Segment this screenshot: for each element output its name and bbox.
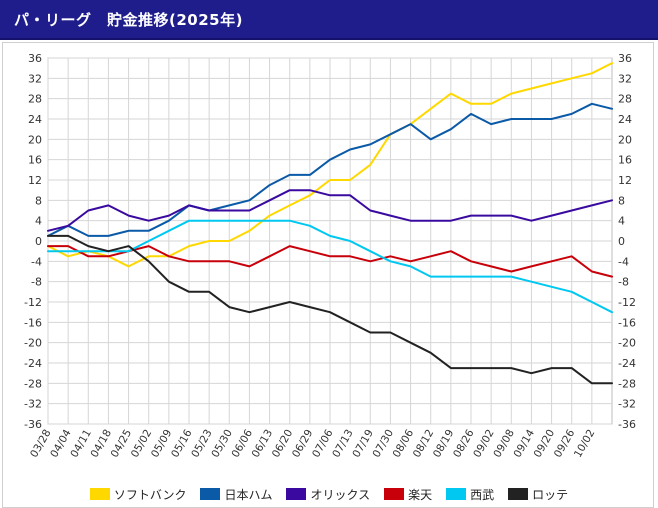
legend-label: 日本ハム: [224, 487, 273, 502]
y-tick-label-left: -36: [24, 418, 42, 431]
y-tick-label-right: 32: [618, 72, 632, 85]
y-tick-label-left: 16: [28, 154, 42, 167]
y-tick-label-right: -8: [618, 276, 629, 289]
y-tick-label-right: -20: [618, 337, 636, 350]
y-tick-label-left: -4: [31, 255, 42, 268]
chart-header: パ・リーグ 貯金推移(2025年): [0, 0, 658, 40]
legend-swatch: [286, 488, 307, 500]
y-tick-label-left: 36: [28, 52, 42, 65]
y-tick-label-right: 4: [618, 215, 625, 228]
y-tick-label-left: 28: [28, 93, 42, 106]
series-line-2: [47, 102, 613, 237]
legend-item: オリックス: [286, 486, 370, 503]
y-tick-label-right: -12: [618, 296, 636, 309]
legend-item: 楽天: [384, 486, 432, 503]
legend-swatch: [384, 488, 405, 500]
y-tick-label-left: -16: [24, 316, 42, 329]
y-tick-label-left: -12: [24, 296, 42, 309]
series-line-4: [47, 245, 613, 278]
y-tick-label-left: 24: [28, 113, 42, 126]
legend-swatch: [446, 488, 467, 500]
series-line-3: [47, 189, 613, 232]
legend-item: ロッテ: [508, 486, 568, 503]
legend-item: 西武: [446, 486, 494, 503]
y-tick-label-right: -4: [618, 255, 629, 268]
y-tick-label-right: 20: [618, 133, 632, 146]
y-tick-label-right: -32: [618, 398, 636, 411]
y-tick-label-right: 8: [618, 194, 625, 207]
y-tick-label-left: -24: [24, 357, 42, 370]
legend-label: 西武: [470, 487, 495, 502]
series-line-5: [47, 219, 613, 314]
y-tick-label-right: 16: [618, 154, 632, 167]
page-title: パ・リーグ 貯金推移(2025年): [14, 11, 243, 29]
legend-label: ソフトバンク: [113, 487, 187, 502]
legend-item: ソフトバンク: [89, 486, 187, 503]
legend-label: ロッテ: [532, 487, 569, 502]
y-tick-label-left: -8: [31, 276, 42, 289]
y-tick-label-right: 12: [618, 174, 632, 187]
y-tick-label-right: -28: [618, 377, 636, 390]
y-tick-label-right: -24: [618, 357, 636, 370]
y-tick-label-left: 0: [35, 235, 42, 248]
y-tick-label-right: 0: [618, 235, 625, 248]
y-tick-label-left: 32: [28, 72, 42, 85]
y-tick-label-right: -16: [618, 316, 636, 329]
legend-swatch: [200, 488, 221, 500]
y-tick-label-left: -32: [24, 398, 42, 411]
y-tick-label-right: 28: [618, 93, 632, 106]
legend-swatch: [89, 488, 110, 500]
legend-label: オリックス: [310, 487, 371, 502]
y-tick-label-right: 24: [618, 113, 632, 126]
y-tick-label-right: 36: [618, 52, 632, 65]
y-tick-label-right: -36: [618, 418, 636, 431]
legend-label: 楽天: [408, 487, 433, 502]
legend-swatch: [508, 488, 529, 500]
y-tick-label-left: 8: [35, 194, 42, 207]
y-tick-label-left: 20: [28, 133, 42, 146]
series-line-6: [47, 234, 613, 385]
legend-item: 日本ハム: [200, 486, 272, 503]
x-tick-label: 10/02: [572, 428, 598, 460]
chart-legend: ソフトバンク 日本ハム オリックス 楽天 西武 ロッテ: [0, 485, 658, 503]
series-line-1: [47, 62, 613, 268]
y-tick-label-left: -28: [24, 377, 42, 390]
y-tick-label-left: 4: [35, 215, 42, 228]
y-tick-label-left: -20: [24, 337, 42, 350]
y-tick-label-left: 12: [28, 174, 42, 187]
